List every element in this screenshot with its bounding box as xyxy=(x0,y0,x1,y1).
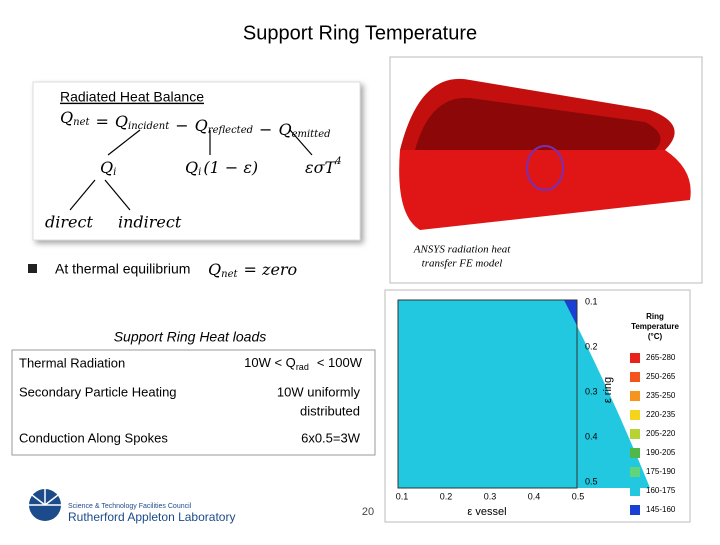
leaf: direct xyxy=(45,213,93,232)
x-tick-label: 0.1 xyxy=(396,491,409,501)
fe-model-image xyxy=(389,56,703,284)
x-axis-label: ε vessel xyxy=(467,506,506,518)
balance-heading: Radiated Heat Balance xyxy=(60,89,204,105)
y-tick-label: 0.5 xyxy=(585,476,598,486)
bullet-eq: Qnet = zero xyxy=(208,260,297,280)
title: Support Ring Temperature xyxy=(243,22,477,44)
contour-band xyxy=(398,300,650,488)
branch: εσT4 xyxy=(305,156,342,177)
branch: Qi (1 − ε) xyxy=(185,158,258,178)
y-tick-label: 0.2 xyxy=(585,341,598,351)
operator: = xyxy=(96,112,109,131)
legend-label: 160-175 xyxy=(646,486,676,495)
legend-swatch xyxy=(630,505,640,515)
y-tick-label: 0.3 xyxy=(585,386,598,396)
symbol: εσT xyxy=(305,158,337,177)
legend-swatch xyxy=(630,391,640,401)
symbol: Q xyxy=(60,108,73,127)
subscript: emitted xyxy=(292,129,331,140)
cell: Conduction Along Spokes xyxy=(19,430,168,445)
legend-swatch xyxy=(630,410,640,420)
symbol: Q xyxy=(100,158,113,177)
bullet-text: At thermal equilibrium xyxy=(55,261,190,277)
legend-swatch xyxy=(630,429,640,439)
equation-box xyxy=(32,81,361,241)
subscript: i xyxy=(198,167,201,178)
rest: (1 − ε) xyxy=(203,158,258,177)
y-axis-label: ε ring xyxy=(602,377,614,403)
caption: ANSYS radiation heat xyxy=(413,244,512,256)
caption: transfer FE model xyxy=(422,258,503,270)
legend-label: 235-250 xyxy=(646,391,676,400)
legend-swatch xyxy=(630,372,640,382)
leaf: indirect xyxy=(118,213,182,232)
table-caption: Support Ring Heat loads xyxy=(114,329,267,345)
logo xyxy=(29,489,61,521)
equation-text: Qnet = Qincident − Qreflected − Qemitted xyxy=(60,108,331,140)
branch: Qi xyxy=(100,158,116,178)
legend-title: (°C) xyxy=(648,332,663,341)
legend-label: 205-220 xyxy=(646,429,676,438)
x-tick-label: 0.2 xyxy=(440,491,453,501)
org-lab: Rutherford Appleton Laboratory xyxy=(68,510,235,524)
table xyxy=(11,349,376,456)
legend-label: 265-280 xyxy=(646,353,676,362)
legend-label: 220-235 xyxy=(646,410,676,419)
operator: − xyxy=(259,120,272,139)
legend-label: 145-160 xyxy=(646,505,676,514)
legend-swatch xyxy=(630,353,640,363)
legend-swatch xyxy=(630,467,640,477)
subscript: i xyxy=(113,167,116,178)
legend-swatch xyxy=(630,448,640,458)
operator: − xyxy=(175,116,188,135)
y-tick-label: 0.1 xyxy=(585,296,598,306)
legend-label: 190-205 xyxy=(646,448,676,457)
symbol: Q xyxy=(115,112,128,131)
cell: 6x0.5=3W xyxy=(301,430,361,445)
legend-label: 250-265 xyxy=(646,372,676,381)
arrows xyxy=(69,129,313,211)
cell: 10W < Qrad < 100W xyxy=(244,355,363,372)
page-number: 20 xyxy=(362,506,374,518)
legend-swatch xyxy=(630,486,640,496)
subscript: reflected xyxy=(208,125,253,136)
legend-title: Ring xyxy=(646,312,664,321)
superscript: 4 xyxy=(334,156,341,167)
equation: Qnet = Qincident − Qreflected − Qemitted xyxy=(60,108,331,140)
legend-label: 175-190 xyxy=(646,467,676,476)
org-council: Science & Technology Facilities Council xyxy=(68,503,192,510)
subscript: net xyxy=(73,117,90,128)
cell: 10W uniformly xyxy=(277,384,361,399)
cell: Secondary Particle Heating xyxy=(19,384,177,399)
bullet-mark xyxy=(28,264,37,273)
x-tick-label: 0.4 xyxy=(528,491,541,501)
legend-title: Temperature xyxy=(631,322,679,331)
contour-plot: 0.1 0.2 0.3 0.4 0.5 0.1 0.2 0.3 0.4 0.5 ε vessel ε … xyxy=(396,296,680,518)
x-tick-label: 0.5 xyxy=(572,491,585,501)
cell: Thermal Radiation xyxy=(19,355,125,370)
branches: Qi Qi (1 − ε) εσT4 xyxy=(100,156,342,178)
plot-border xyxy=(397,299,578,489)
y-tick-label: 0.4 xyxy=(585,431,598,441)
cell: distributed xyxy=(300,403,360,418)
symbol: Q xyxy=(195,116,208,135)
subscript: incident xyxy=(128,121,170,132)
symbol: Q xyxy=(185,158,198,177)
symbol: Q xyxy=(278,120,291,139)
x-tick-label: 0.3 xyxy=(484,491,497,501)
